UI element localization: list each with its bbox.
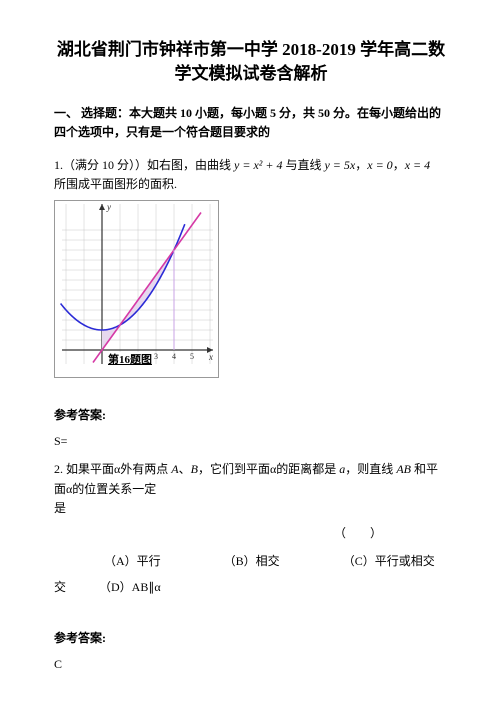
answer-label-2: 参考答案: [54, 629, 448, 647]
q2-m1: 、 [179, 462, 191, 476]
question-1: 1.（满分 10 分））如右图，由曲线 y = x² + 4 与直线 y = 5… [54, 156, 448, 194]
q2-optC: （C）平行或相交 [343, 554, 435, 568]
q2-optD-pre: 交 [54, 580, 66, 594]
q2-AB: AB [396, 462, 411, 476]
answer-label-1: 参考答案: [54, 406, 448, 424]
q2-options: （A）平行 （B）相交 （C）平行或相交 交 （D）AB∥α [54, 548, 448, 601]
q2-prefix: 2. 如果平面α外有两点 [54, 462, 171, 476]
q2-paren: （ ） [54, 524, 448, 542]
svg-text:3: 3 [154, 352, 158, 361]
q1-line2: 所围成平面图形的面积. [54, 177, 177, 191]
graph-container: xy12345 第16题图 [54, 200, 219, 378]
q2-A: A [171, 462, 178, 476]
question-2: 2. 如果平面α外有两点 A、B，它们到平面α的距离都是 a，则直线 AB 和平… [54, 460, 448, 518]
q1-f4: x = 4 [405, 158, 430, 172]
q1-f1: y = x² + 4 [234, 158, 282, 172]
svg-text:5: 5 [190, 352, 194, 361]
graph-label: 第16题图 [106, 352, 154, 369]
q2-line2: 是 [54, 501, 66, 515]
q2-optA: （A）平行 [104, 554, 161, 568]
q2-m2: ，它们到平面α的距离都是 [198, 462, 339, 476]
q2-B: B [191, 462, 198, 476]
q1-f2: y = 5x [324, 158, 355, 172]
svg-text:4: 4 [172, 352, 176, 361]
q1-answer: S= [54, 432, 448, 450]
section-header: 一、 选择题：本大题共 10 小题，每小题 5 分，共 50 分。在每小题给出的… [54, 104, 448, 142]
q2-optD: （D）AB∥α [99, 580, 161, 594]
q2-optB: （B）相交 [224, 554, 280, 568]
q2-answer: C [54, 655, 448, 673]
svg-text:x: x [208, 352, 213, 362]
page-title: 湖北省荆门市钟祥市第一中学 2018-2019 学年高二数学文模拟试卷含解析 [54, 38, 448, 86]
q1-mid1: 与直线 [282, 158, 324, 172]
q1-prefix: 1.（满分 10 分））如右图，由曲线 [54, 158, 234, 172]
q1-mid3: ， [393, 158, 405, 172]
q2-m3: ，则直线 [345, 462, 396, 476]
svg-text:y: y [106, 202, 111, 212]
q1-mid2: ， [355, 158, 367, 172]
q1-f3: x = 0 [367, 158, 392, 172]
